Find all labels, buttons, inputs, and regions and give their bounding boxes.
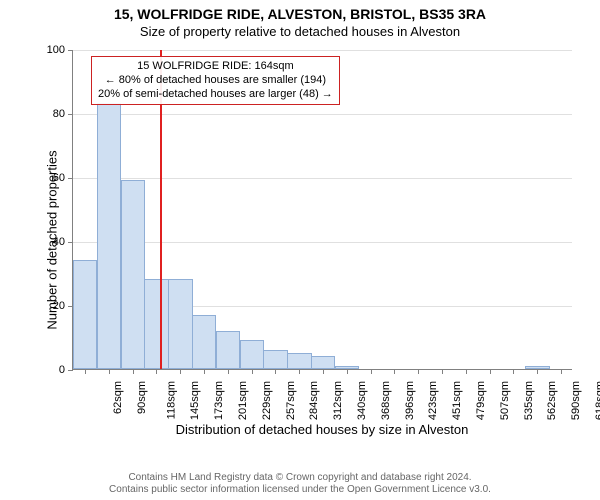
- x-tick: [466, 369, 467, 374]
- x-tick-label: 423sqm: [428, 381, 440, 420]
- bar: [97, 103, 121, 369]
- x-tick-label: 618sqm: [594, 381, 600, 420]
- bar: [240, 340, 264, 369]
- y-tick-label: 80: [53, 108, 73, 120]
- gridline: [73, 242, 572, 243]
- x-tick: [371, 369, 372, 374]
- x-tick-label: 535sqm: [523, 381, 535, 420]
- x-tick-label: 507sqm: [499, 381, 511, 420]
- bar: [287, 353, 311, 369]
- plot-area: 02040608010062sqm90sqm118sqm145sqm173sqm…: [72, 50, 572, 370]
- y-tick-label: 40: [53, 236, 73, 248]
- x-tick-label: 590sqm: [570, 381, 582, 420]
- x-tick: [299, 369, 300, 374]
- x-tick-label: 312sqm: [332, 381, 344, 420]
- y-tick-label: 60: [53, 172, 73, 184]
- x-tick: [252, 369, 253, 374]
- callout-box: 15 WOLFRIDGE RIDE: 164sqm ← 80% of detac…: [91, 56, 340, 105]
- callout-line1: 15 WOLFRIDGE RIDE: 164sqm: [98, 60, 333, 74]
- x-tick-label: 145sqm: [189, 381, 201, 420]
- x-tick-label: 62sqm: [112, 381, 124, 414]
- x-tick: [204, 369, 205, 374]
- attribution-line2: Contains public sector information licen…: [0, 484, 600, 496]
- callout-line3: 20% of semi-detached houses are larger (…: [98, 88, 333, 102]
- x-tick-label: 90sqm: [136, 381, 148, 414]
- gridline: [73, 178, 572, 179]
- x-axis-label: Distribution of detached houses by size …: [72, 422, 572, 437]
- bar: [192, 315, 216, 369]
- gridline: [73, 50, 572, 51]
- x-tick: [442, 369, 443, 374]
- y-tick-label: 100: [47, 44, 73, 56]
- x-tick-label: 118sqm: [165, 381, 177, 419]
- y-tick-label: 20: [53, 300, 73, 312]
- x-tick: [513, 369, 514, 374]
- gridline: [73, 114, 572, 115]
- x-tick: [323, 369, 324, 374]
- x-tick: [537, 369, 538, 374]
- bar: [73, 260, 97, 369]
- bar: [311, 356, 335, 369]
- x-tick: [133, 369, 134, 374]
- x-tick: [156, 369, 157, 374]
- title-sub: Size of property relative to detached ho…: [0, 22, 600, 39]
- x-tick: [228, 369, 229, 374]
- bar: [263, 350, 287, 369]
- x-tick: [109, 369, 110, 374]
- x-tick: [347, 369, 348, 374]
- bar: [121, 180, 145, 369]
- y-tick-label: 0: [59, 364, 73, 376]
- x-tick: [394, 369, 395, 374]
- x-tick-label: 201sqm: [237, 381, 249, 420]
- x-tick-label: 562sqm: [547, 381, 559, 420]
- attribution-line1: Contains HM Land Registry data © Crown c…: [0, 472, 600, 484]
- bar: [216, 331, 240, 369]
- x-tick: [180, 369, 181, 374]
- x-tick-label: 284sqm: [309, 381, 321, 420]
- bar: [168, 279, 192, 369]
- attribution-footer: Contains HM Land Registry data © Crown c…: [0, 472, 600, 496]
- x-tick: [418, 369, 419, 374]
- bar: [144, 279, 168, 369]
- x-tick-label: 340sqm: [356, 381, 368, 420]
- x-tick-label: 368sqm: [380, 381, 392, 420]
- x-tick: [561, 369, 562, 374]
- chart-area: Number of detached properties 0204060801…: [42, 50, 572, 430]
- x-tick: [85, 369, 86, 374]
- title-main: 15, WOLFRIDGE RIDE, ALVESTON, BRISTOL, B…: [0, 0, 600, 22]
- x-tick-label: 257sqm: [285, 381, 297, 420]
- x-tick: [490, 369, 491, 374]
- x-tick-label: 229sqm: [261, 381, 273, 420]
- x-tick-label: 451sqm: [451, 381, 463, 420]
- callout-line2: ← 80% of detached houses are smaller (19…: [98, 74, 333, 88]
- x-tick-label: 396sqm: [404, 381, 416, 420]
- x-tick-label: 479sqm: [475, 381, 487, 420]
- x-tick-label: 173sqm: [213, 381, 225, 420]
- x-tick: [275, 369, 276, 374]
